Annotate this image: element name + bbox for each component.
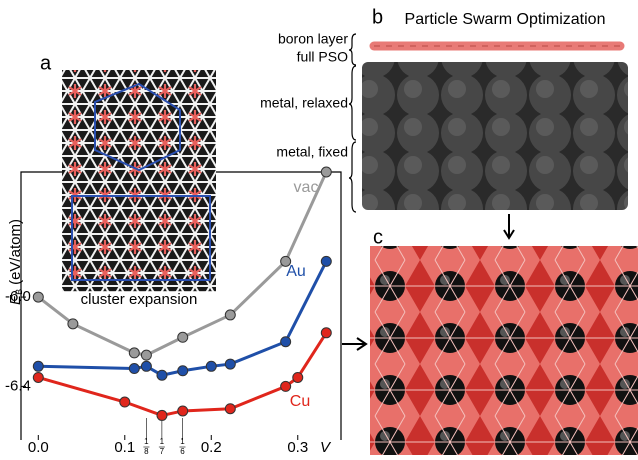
fraction-numerator: 1	[180, 437, 185, 446]
point	[293, 372, 303, 382]
x-tick-label: 0.2	[201, 439, 222, 455]
inset-label: cluster expansion	[81, 291, 198, 308]
y-axis-label-part: (eV/atom)	[7, 219, 24, 285]
series-label: Au	[286, 263, 306, 280]
point	[225, 310, 235, 320]
panel-label: b	[372, 6, 383, 28]
fraction-numerator: 1	[144, 437, 149, 446]
structure-label: boron layer	[278, 31, 348, 47]
arrow	[504, 214, 514, 238]
point	[321, 256, 331, 266]
y-axis-label-part: B	[14, 289, 24, 295]
point	[68, 319, 78, 329]
figure: a b c Particle Swarm Optimization boron …	[0, 0, 638, 455]
series-label: vac	[294, 179, 319, 196]
point	[157, 370, 167, 380]
point	[178, 332, 188, 342]
point	[120, 397, 130, 407]
point	[206, 361, 216, 371]
x-tick-label: 0.3	[287, 439, 308, 455]
fraction-denominator: 8	[144, 447, 149, 455]
point	[157, 410, 167, 420]
point	[225, 404, 235, 414]
point	[321, 328, 331, 338]
structure-label: full PSO	[297, 49, 348, 65]
point	[281, 381, 291, 391]
panel-label: c	[373, 226, 383, 248]
inset-image	[62, 70, 216, 292]
x-tick-label: 0.1	[114, 439, 135, 455]
point	[129, 348, 139, 358]
point	[33, 372, 43, 382]
point	[141, 361, 151, 371]
surface-image	[370, 246, 638, 455]
y-tick-label: -6.4	[5, 377, 31, 394]
point	[129, 364, 139, 374]
point	[33, 292, 43, 302]
structure-label: metal, fixed	[276, 144, 348, 160]
point	[33, 361, 43, 371]
fraction-denominator: 7	[160, 447, 165, 455]
panel-label: a	[40, 52, 52, 74]
point	[225, 359, 235, 369]
point	[321, 167, 331, 177]
point	[178, 366, 188, 376]
fraction-numerator: 1	[160, 437, 165, 446]
structure-label: metal, relaxed	[260, 95, 348, 111]
x-tick-label: 0.0	[28, 439, 49, 455]
point	[281, 337, 291, 347]
arrow	[342, 338, 366, 350]
series-label: Cu	[290, 393, 310, 410]
point	[178, 406, 188, 416]
x-axis-label: V	[320, 439, 332, 455]
fraction-denominator: 6	[180, 447, 185, 455]
point	[141, 350, 151, 360]
brace	[349, 34, 356, 212]
structure-title: Particle Swarm Optimization	[405, 11, 606, 28]
metal-slab	[362, 62, 628, 210]
